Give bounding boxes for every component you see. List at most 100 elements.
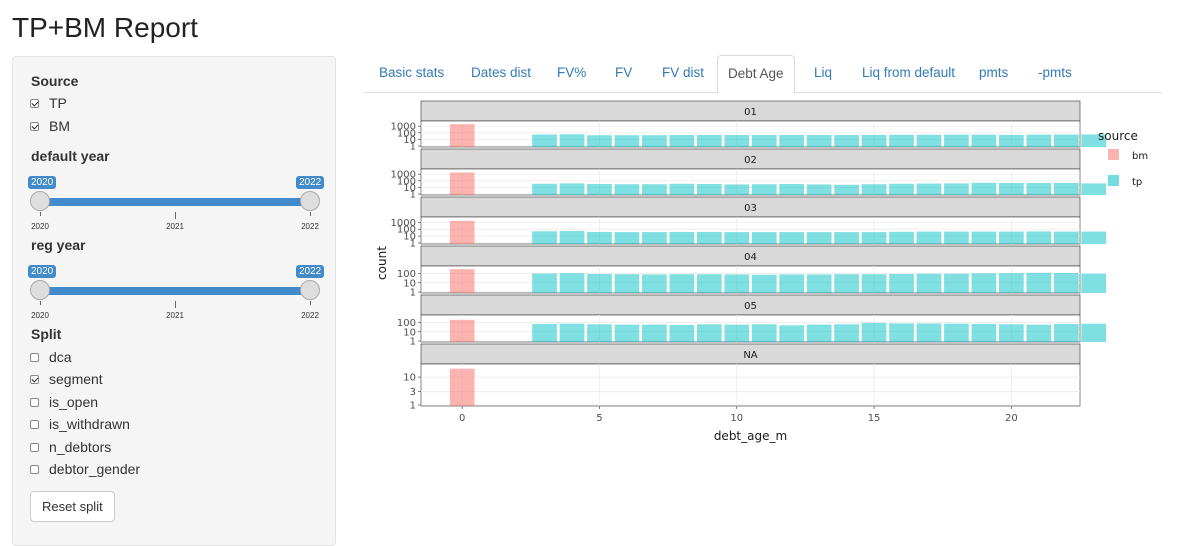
bar-tp — [916, 323, 942, 342]
bar-tp — [944, 134, 969, 147]
debtor-gender-checkbox-box[interactable] — [30, 464, 39, 474]
y-tick-label: 1 — [410, 190, 416, 201]
bm-checkbox-box[interactable] — [30, 121, 39, 131]
bar-tp — [724, 324, 750, 342]
sidebar-panel: Source TP BM default year 2020 2022 2020… — [12, 56, 336, 546]
tab-liq[interactable]: Liq — [814, 65, 833, 80]
facet-panel — [420, 120, 1081, 148]
tab-neg-pmts[interactable]: -pmts — [1038, 65, 1072, 80]
split-is-withdrawn-checkbox[interactable]: is_withdrawn — [30, 416, 130, 432]
y-tick-label: 1000 — [391, 122, 416, 133]
bar-tp — [614, 184, 640, 195]
bar-tp — [1081, 183, 1107, 195]
reg-year-from-handle[interactable] — [30, 280, 50, 300]
y-tick-label: 10 — [403, 278, 416, 289]
slider-tick — [310, 212, 311, 216]
split-is-open-checkbox[interactable]: is_open — [30, 394, 98, 410]
bar-tp — [642, 274, 667, 293]
bar-tp — [1081, 231, 1107, 244]
reset-split-button[interactable]: Reset split — [30, 491, 115, 522]
bar-tp — [916, 273, 942, 293]
split-segment-checkbox[interactable]: segment — [30, 371, 103, 387]
y-tick-label: 10 — [403, 373, 416, 384]
bar-tp — [998, 183, 1024, 195]
facet-label: 04 — [744, 252, 757, 263]
tab-dates-dist[interactable]: Dates dist — [471, 65, 532, 80]
bar-tp — [779, 184, 805, 195]
tab-pmts[interactable]: pmts — [979, 65, 1009, 80]
bar-tp — [532, 273, 557, 293]
bar-tp — [861, 232, 887, 244]
slider-tick-label: 2021 — [166, 311, 184, 320]
tab-fv[interactable]: FV — [615, 65, 633, 80]
segment-checkbox-box[interactable] — [30, 374, 39, 384]
reg-year-slider[interactable]: 2020 2022 2020 2021 2022 — [28, 253, 325, 320]
bar-tp — [944, 231, 969, 244]
debt-age-chart: 0111010010000211010010000311010010000411… — [375, 100, 1148, 443]
y-tick-label: 1 — [410, 288, 416, 299]
y-tick-label: 100 — [397, 176, 416, 187]
bar-tp — [724, 135, 750, 147]
y-tick-label: 10 — [403, 135, 416, 146]
bar-tp — [669, 324, 695, 342]
bar-tp — [1053, 134, 1079, 147]
bar-tp — [998, 324, 1024, 342]
bar-tp — [861, 274, 887, 293]
dca-checkbox-box[interactable] — [30, 352, 39, 362]
default-year-to-tag: 2022 — [296, 176, 325, 189]
is-withdrawn-checkbox-box[interactable] — [30, 419, 39, 429]
reg-year-to-handle[interactable] — [300, 280, 320, 300]
bar-tp — [916, 134, 942, 147]
bar-bm — [449, 172, 475, 195]
bar-tp — [1081, 134, 1107, 147]
bar-tp — [779, 134, 805, 147]
tab-basic-stats[interactable]: Basic stats — [379, 65, 445, 80]
slider-tick-label: 2020 — [31, 311, 49, 320]
tab-fv-dist[interactable]: FV dist — [662, 65, 705, 80]
slider-tick-label: 2022 — [301, 311, 319, 320]
split-debtor-gender-checkbox[interactable]: debtor_gender — [30, 461, 140, 477]
bar-tp — [971, 273, 997, 293]
source-bm-checkbox[interactable]: BM — [30, 118, 70, 134]
tab-liq-from-default[interactable]: Liq from default — [862, 65, 956, 80]
slider-tick-label: 2021 — [166, 222, 184, 231]
bar-tp — [642, 324, 667, 342]
bar-tp — [1081, 323, 1107, 342]
split-dca-checkbox[interactable]: dca — [30, 349, 72, 365]
default-year-slider-bar — [38, 198, 312, 206]
default-year-to-handle[interactable] — [300, 191, 320, 211]
x-tick-label: 0 — [459, 413, 465, 424]
is-open-checkbox-label: is_open — [49, 394, 99, 410]
y-tick-label: 3 — [410, 387, 416, 398]
n-debtors-checkbox-box[interactable] — [30, 442, 39, 452]
y-tick-label: 1 — [410, 337, 416, 348]
default-year-from-handle[interactable] — [30, 191, 50, 211]
bm-checkbox-label: BM — [49, 118, 70, 134]
bar-tp — [587, 324, 612, 342]
default-year-slider[interactable]: 2020 2022 2020 2021 2022 — [28, 164, 325, 231]
default-year-label: default year — [31, 148, 110, 164]
bar-tp — [724, 232, 750, 244]
source-tp-checkbox[interactable]: TP — [30, 95, 67, 111]
x-tick-label: 15 — [868, 413, 881, 424]
bar-tp — [971, 182, 997, 195]
y-tick-label: 10 — [403, 232, 416, 243]
bar-tp — [916, 183, 942, 195]
facet-panel — [420, 363, 1081, 407]
tp-checkbox-box[interactable] — [30, 98, 39, 108]
split-n-debtors-checkbox[interactable]: n_debtors — [30, 439, 111, 455]
facet-label: NA — [743, 350, 757, 361]
bar-tp — [971, 323, 997, 342]
n-debtors-checkbox-label: n_debtors — [49, 439, 112, 455]
tab-debt-age[interactable]: Debt Age — [717, 55, 795, 94]
y-axis-title: count — [375, 246, 389, 280]
reg-year-to-tag: 2022 — [296, 265, 325, 278]
is-open-checkbox-box[interactable] — [30, 397, 39, 407]
bar-tp — [751, 324, 777, 342]
tab-fv-percent[interactable]: FV% — [557, 65, 587, 80]
bar-tp — [614, 324, 640, 342]
bar-tp — [779, 232, 805, 244]
bar-tp — [696, 324, 722, 342]
y-tick-label: 1000 — [391, 170, 416, 181]
bar-tp — [834, 184, 859, 195]
